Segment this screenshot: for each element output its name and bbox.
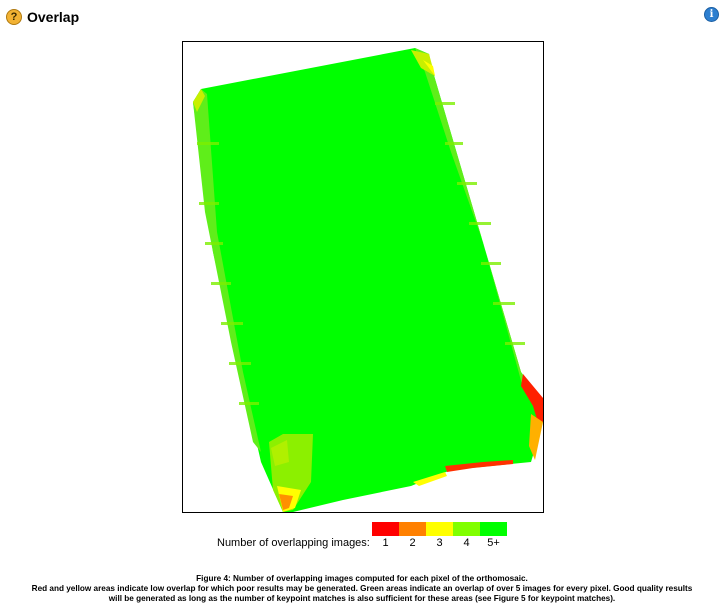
overlap-patch-bottom-left-lime	[271, 440, 289, 466]
overlap-corner-top-right	[411, 50, 435, 76]
legend-swatch-1	[372, 522, 399, 536]
overlap-edge-yellow-bottom	[413, 472, 447, 486]
legend-swatch-3	[426, 522, 453, 536]
caption-body: Red and yellow areas indicate low overla…	[31, 584, 693, 603]
legend-tick-2: 2	[409, 537, 416, 549]
overlap-edge-orange-right	[529, 414, 543, 460]
legend-tick-1: 1	[382, 537, 389, 549]
legend-tick-5plus: 5+	[487, 537, 500, 549]
overlap-corner-top-right-inner	[423, 60, 435, 76]
overlap-area-5plus	[193, 48, 543, 512]
overlap-stripes	[197, 102, 525, 405]
legend-swatch-2	[399, 522, 426, 536]
overlap-map-figure	[182, 41, 544, 513]
overlap-edge-red-bottom	[445, 460, 513, 472]
legend-tick-4: 4	[463, 537, 470, 549]
overlap-corner-top-left	[193, 89, 205, 112]
legend-swatch-5plus	[480, 522, 507, 536]
overlap-edge-red-right	[521, 374, 543, 426]
section-header: ? Overlap	[6, 6, 79, 28]
help-icon[interactable]: ?	[6, 9, 22, 25]
caption-title: Figure 4: Number of overlapping images c…	[196, 574, 528, 583]
overlap-map	[193, 48, 543, 512]
legend-label: Number of overlapping images:	[217, 537, 370, 549]
legend-swatch-4	[453, 522, 480, 536]
info-icon[interactable]: i	[704, 7, 719, 22]
overlap-patch-bottom-left-orange	[279, 494, 293, 510]
overlap-fringe-left	[193, 89, 261, 452]
overlap-legend: Number of overlapping images: 1 2 3 4 5+	[200, 521, 540, 553]
figure-caption: Figure 4: Number of overlapping images c…	[0, 574, 724, 604]
section-title: Overlap	[27, 9, 80, 25]
legend-tick-3: 3	[436, 537, 443, 549]
